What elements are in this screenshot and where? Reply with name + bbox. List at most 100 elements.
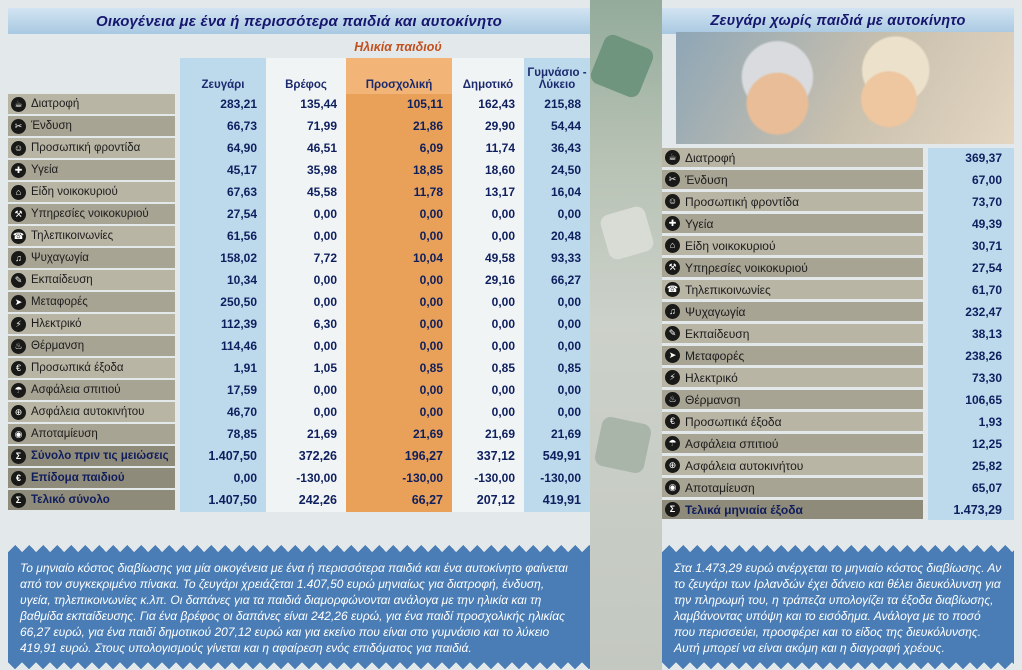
- value-primary: 337,12: [476, 449, 515, 463]
- value-infant: 242,26: [298, 493, 337, 507]
- value-couple: 25,82: [971, 458, 1002, 473]
- value-primary: 29,16: [484, 273, 515, 287]
- value-couple: 238,26: [965, 348, 1002, 363]
- value-highschool: 0,00: [557, 383, 581, 397]
- table-row: € Προσωπικά έξοδα 1,91 1,05 0,85 0,85 0,…: [8, 358, 590, 378]
- value-infant: -130,00: [296, 471, 337, 485]
- row-label-cell: ✚ Υγεία: [8, 160, 180, 180]
- value-primary: 49,58: [484, 251, 515, 265]
- value-infant: 0,00: [313, 405, 337, 419]
- row-label-cell: ✎ Εκπαίδευση: [662, 324, 928, 343]
- row-label-cell: ♨ Θέρμανση: [8, 336, 180, 356]
- value-primary: 0,00: [491, 317, 515, 331]
- value-highschool: -130,00: [540, 471, 581, 485]
- row-label: Υπηρεσίες νοικοκυριού: [685, 260, 808, 275]
- row-label-cell: ☕ Διατροφή: [662, 148, 928, 167]
- value-couple: 78,85: [226, 427, 257, 441]
- value-couple: 30,71: [971, 238, 1002, 253]
- table-row: ✂ Ένδυση 66,73 71,99 21,86 29,90 54,44: [8, 116, 590, 136]
- value-highschool: 24,50: [550, 163, 581, 177]
- row-label-cell: ☎ Τηλεπικοινωνίες: [8, 226, 180, 246]
- value-highschool: 419,91: [542, 493, 581, 507]
- table-row: ☎ Τηλεπικοινωνίες 61,70: [662, 280, 1014, 299]
- right-cost-table: ☕ Διατροφή 369,37 ✂ Ένδυση 67,00 ☺ Προσω…: [662, 148, 1014, 520]
- value-couple: 112,39: [220, 317, 257, 331]
- row-label: Ψυχαγωγία: [685, 304, 746, 319]
- value-couple: 1,91: [233, 361, 257, 375]
- row-label: Μεταφορές: [685, 348, 745, 363]
- table-row: ➤ Μεταφορές 250,50 0,00 0,00 0,00 0,00: [8, 292, 590, 312]
- row-label: Προσωπικά έξοδα: [685, 414, 782, 429]
- row-label: Τηλεπικοινωνίες: [31, 230, 114, 242]
- household-services-icon: ⚒: [665, 260, 680, 275]
- table-row: ☺ Προσωπική φροντίδα 73,70: [662, 192, 1014, 211]
- row-label: Προσωπική φροντίδα: [31, 142, 141, 154]
- value-primary: 11,74: [485, 141, 515, 155]
- value-couple: 17,59: [226, 383, 257, 397]
- table-row: € Επίδομα παιδιού 0,00 -130,00 -130,00 -…: [8, 468, 590, 488]
- household-items-icon: ⌂: [665, 238, 680, 253]
- home-insurance-icon: ☂: [665, 436, 680, 451]
- value-couple: 64,90: [226, 141, 257, 155]
- table-row: ⌂ Είδη νοικοκυριού 30,71: [662, 236, 1014, 255]
- value-couple: 369,37: [965, 150, 1002, 165]
- row-label-cell: ♫ Ψυχαγωγία: [662, 302, 928, 321]
- row-label: Μεταφορές: [31, 296, 88, 308]
- value-highschool: 54,44: [550, 119, 581, 133]
- row-label: Ασφάλεια σπιτιού: [31, 384, 121, 396]
- table-row: ◉ Αποταμίευση 78,85 21,69 21,69 21,69 21…: [8, 424, 590, 444]
- row-label-cell: € Επίδομα παιδιού: [8, 468, 180, 488]
- value-couple: 250,50: [220, 295, 257, 309]
- value-preschool: 0,00: [419, 229, 443, 243]
- left-panel-title: Οικογένεια με ένα ή περισσότερα παιδιά κ…: [8, 8, 590, 34]
- row-label: Επίδομα παιδιού: [31, 472, 125, 484]
- row-label-cell: Σ Τελικό σύνολο: [8, 490, 180, 510]
- row-label-cell: Σ Τελικά μηνιαία έξοδα: [662, 500, 928, 519]
- row-label: Τηλεπικοινωνίες: [685, 282, 771, 297]
- table-row: ✚ Υγεία 45,17 35,98 18,85 18,60 24,50: [8, 160, 590, 180]
- value-highschool: 21,69: [550, 427, 581, 441]
- row-label: Διατροφή: [685, 150, 736, 165]
- col-header-couple: Ζευγάρι: [201, 78, 245, 91]
- table-row: ⊕ Ασφάλεια αυτοκινήτου 46,70 0,00 0,00 0…: [8, 402, 590, 422]
- value-couple: 67,00: [971, 172, 1002, 187]
- value-infant: 71,99: [306, 119, 337, 133]
- value-couple: 232,47: [965, 304, 1002, 319]
- savings-icon: ◉: [665, 480, 680, 495]
- left-footer-note: Το μηνιαίο κόστος διαβίωσης για μία οικο…: [8, 545, 590, 669]
- right-table-rows: ☕ Διατροφή 369,37 ✂ Ένδυση 67,00 ☺ Προσω…: [662, 148, 1014, 519]
- value-highschool: 0,85: [557, 361, 581, 375]
- value-infant: 372,26: [298, 449, 337, 463]
- row-label-cell: € Προσωπικά έξοδα: [8, 358, 180, 378]
- row-label: Αποταμίευση: [685, 480, 755, 495]
- value-preschool: 0,00: [419, 405, 443, 419]
- savings-icon: ◉: [11, 426, 26, 442]
- row-label-cell: ◉ Αποταμίευση: [8, 424, 180, 444]
- row-label-cell: ☎ Τηλεπικοινωνίες: [662, 280, 928, 299]
- row-label: Εκπαίδευση: [685, 326, 750, 341]
- education-icon: ✎: [665, 326, 680, 341]
- value-primary: 13,17: [484, 185, 515, 199]
- value-preschool: 0,85: [419, 361, 443, 375]
- table-row: ⊕ Ασφάλεια αυτοκινήτου 25,82: [662, 456, 1014, 475]
- value-preschool: 0,00: [419, 273, 443, 287]
- table-row: ☂ Ασφάλεια σπιτιού 12,25: [662, 434, 1014, 453]
- personal-care-icon: ☺: [665, 194, 680, 209]
- table-row: ♨ Θέρμανση 114,46 0,00 0,00 0,00 0,00: [8, 336, 590, 356]
- row-label: Εκπαίδευση: [31, 274, 93, 286]
- value-infant: 46,51: [306, 141, 337, 155]
- row-label-cell: ✂ Ένδυση: [8, 116, 180, 136]
- table-row: ☺ Προσωπική φροντίδα 64,90 46,51 6,09 11…: [8, 138, 590, 158]
- value-couple: 12,25: [971, 436, 1002, 451]
- value-primary: 0,00: [491, 229, 515, 243]
- row-label: Ένδυση: [685, 172, 728, 187]
- value-primary: 0,00: [491, 405, 515, 419]
- value-preschool: 6,09: [419, 141, 443, 155]
- value-couple: 27,54: [226, 207, 257, 221]
- value-primary: 162,43: [478, 97, 515, 111]
- value-couple: 1.407,50: [208, 493, 257, 507]
- row-label: Ένδυση: [31, 120, 72, 132]
- value-infant: 0,00: [313, 383, 337, 397]
- telecom-icon: ☎: [11, 228, 26, 244]
